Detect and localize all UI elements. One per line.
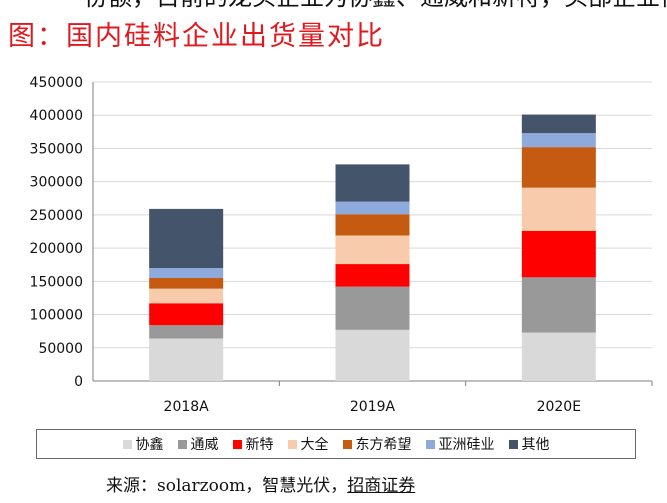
bar-segment xyxy=(335,235,410,265)
bar-segment xyxy=(149,268,224,279)
legend-item: 大全 xyxy=(287,434,329,454)
bar-segment xyxy=(335,164,410,202)
x-tick-label: 2018A xyxy=(164,399,210,415)
legend-item: 东方希望 xyxy=(342,434,412,454)
y-tick-label: 450000 xyxy=(30,75,83,91)
bar-segment xyxy=(335,329,410,381)
legend-label: 东方希望 xyxy=(355,437,412,453)
bar-segment xyxy=(335,201,410,215)
bar-segment xyxy=(521,114,596,134)
bar-segment xyxy=(149,208,224,269)
bar-segment xyxy=(335,214,410,236)
y-tick-label: 350000 xyxy=(30,141,83,157)
y-tick-label: 250000 xyxy=(30,208,83,224)
y-tick-label: 50000 xyxy=(38,341,83,357)
source-note: 来源：solarzoom，智慧光伏，招商证券 xyxy=(106,471,415,496)
legend-label: 其他 xyxy=(521,437,550,453)
source-link[interactable]: 招商证券 xyxy=(347,476,416,496)
legend-label: 亚洲硅业 xyxy=(438,437,495,453)
bar-segment xyxy=(521,147,596,188)
y-tick-label: 100000 xyxy=(30,308,83,324)
bar-segment xyxy=(521,133,596,148)
chart-legend: 协鑫 通威 新特 大全 东方希望 亚洲硅业 其他 xyxy=(36,429,636,459)
bar-segment xyxy=(149,303,224,326)
legend-item: 新特 xyxy=(232,434,274,454)
legend-swatch xyxy=(122,439,132,449)
bar-segment xyxy=(149,338,224,381)
legend-swatch xyxy=(508,439,518,449)
legend-label: 新特 xyxy=(245,437,274,453)
legend-swatch xyxy=(287,439,297,449)
bar-segment xyxy=(521,277,596,333)
truncated-body-text: 一份额，目前的龙头企业为协鑫、通威和新特，头部企业优势较为明显 xyxy=(60,0,667,8)
legend-item: 协鑫 xyxy=(122,434,164,454)
legend-label: 大全 xyxy=(300,437,329,453)
legend-label: 协鑫 xyxy=(135,437,164,453)
y-tick-label: 200000 xyxy=(30,241,83,257)
x-tick-label: 2020E xyxy=(537,399,581,415)
bar-segment xyxy=(521,230,596,278)
bar-segment xyxy=(149,288,224,304)
legend-swatch xyxy=(342,439,352,449)
legend-item: 亚洲硅业 xyxy=(425,434,495,454)
legend-label: 通威 xyxy=(190,437,219,453)
legend-swatch xyxy=(232,439,242,449)
legend-swatch xyxy=(177,439,187,449)
figure-title: 图：国内硅料企业出货量对比 xyxy=(8,21,385,52)
bar-segment xyxy=(149,325,224,339)
legend-item: 其他 xyxy=(508,434,550,454)
legend-item: 通威 xyxy=(177,434,219,454)
bar-segment xyxy=(149,278,224,289)
bar-segment xyxy=(521,332,596,381)
y-tick-label: 0 xyxy=(74,374,83,390)
y-tick-label: 150000 xyxy=(30,274,83,290)
bar-segment xyxy=(335,264,410,287)
y-tick-label: 400000 xyxy=(30,108,83,124)
y-tick-label: 300000 xyxy=(30,175,83,191)
legend-swatch xyxy=(425,439,435,449)
stacked-bar-chart: 0 50000 100000 150000 200000 250000 300000 3500… xyxy=(30,75,653,415)
bar-segment xyxy=(335,286,410,330)
bar-segment xyxy=(521,187,596,231)
source-prefix: 来源：solarzoom，智慧光伏， xyxy=(106,476,348,496)
x-tick-label: 2019A xyxy=(350,399,396,415)
